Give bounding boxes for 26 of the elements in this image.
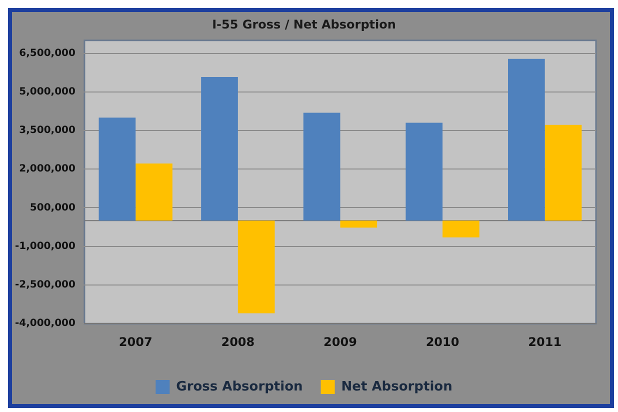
bar bbox=[406, 122, 443, 221]
bar bbox=[303, 112, 340, 221]
bar bbox=[136, 163, 172, 221]
y-tick-label: 500,000 bbox=[30, 202, 76, 214]
chart-title: I-55 Gross / Net Absorption bbox=[212, 17, 396, 32]
bar bbox=[238, 220, 275, 314]
bar bbox=[544, 124, 582, 221]
bar bbox=[340, 220, 378, 228]
x-tick-label: 2008 bbox=[221, 334, 255, 349]
y-tick-label: -2,500,000 bbox=[14, 280, 76, 291]
bar bbox=[201, 76, 238, 221]
x-tick-label: 2009 bbox=[324, 334, 357, 349]
y-tick-label: 2,000,000 bbox=[19, 164, 76, 175]
legend-label: Gross Absorption bbox=[176, 379, 303, 394]
y-tick-label: 6,500,000 bbox=[19, 48, 76, 59]
y-tick-label: 3,500,000 bbox=[19, 125, 76, 136]
x-tick-label: 2007 bbox=[118, 334, 152, 349]
bar bbox=[508, 58, 545, 221]
y-tick-label: -4,000,000 bbox=[14, 318, 76, 330]
y-tick-label: -1,000,000 bbox=[14, 240, 76, 252]
legend-label: Net Absorption bbox=[341, 379, 452, 394]
bar bbox=[98, 118, 136, 221]
x-tick-label: 2010 bbox=[426, 334, 460, 349]
x-tick-label: 2011 bbox=[528, 334, 562, 349]
bar bbox=[442, 220, 480, 238]
y-tick-label: 5,000,000 bbox=[19, 86, 76, 98]
